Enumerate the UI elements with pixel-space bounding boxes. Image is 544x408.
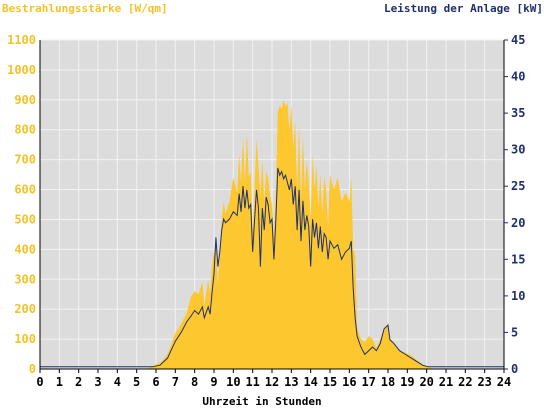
x-tick-label: 17	[361, 375, 375, 389]
x-tick-label: 0	[36, 375, 43, 389]
x-tick-label: 13	[284, 375, 298, 389]
left-tick-label: 300	[14, 272, 36, 286]
x-tick-label: 9	[210, 375, 217, 389]
x-tick-label: 11	[245, 375, 259, 389]
left-tick-label: 900	[14, 93, 36, 107]
x-tick-label: 19	[400, 375, 414, 389]
right-tick-label: 0	[511, 362, 518, 376]
x-tick-label: 20	[419, 375, 433, 389]
right-tick-label: 45	[511, 33, 525, 47]
x-tick-label: 7	[172, 375, 179, 389]
x-tick-label: 2	[75, 375, 82, 389]
x-axis-label: Uhrzeit in Stunden	[202, 395, 321, 408]
irradiance-area	[40, 99, 504, 369]
x-tick-label: 24	[497, 375, 511, 389]
left-axis-title: Bestrahlungsstärke [W/qm]	[2, 2, 168, 15]
right-tick-label: 35	[511, 106, 525, 120]
x-tick-label: 22	[458, 375, 472, 389]
x-tick-label: 16	[342, 375, 356, 389]
x-tick-label: 8	[191, 375, 198, 389]
left-tick-label: 1000	[7, 63, 36, 77]
right-tick-label: 25	[511, 179, 525, 193]
x-tick-label: 3	[94, 375, 101, 389]
x-tick-label: 18	[381, 375, 395, 389]
x-tick-label: 1	[56, 375, 63, 389]
right-tick-label: 10	[511, 289, 525, 303]
x-tick-label: 14	[303, 375, 317, 389]
right-tick-label: 5	[511, 325, 518, 339]
power-line	[40, 167, 504, 368]
x-tick-label: 6	[152, 375, 159, 389]
left-tick-label: 500	[14, 212, 36, 226]
left-axis-ticks: 0 100 200 300 400 500 600 700 800 900 1000 1100	[7, 33, 36, 376]
right-axis-ticks: 0 5 10 15 20 25 30 35 40 45	[504, 33, 525, 376]
x-axis-ticks: 0 1 2 3 4 5 6 7 8 9 10 11 12 13 14 15 16 17 18 19 20 21 22 23 24	[36, 369, 511, 389]
left-tick-label: 600	[14, 183, 36, 197]
left-tick-label: 1100	[7, 33, 36, 47]
x-tick-label: 12	[265, 375, 279, 389]
left-tick-label: 0	[29, 362, 36, 376]
left-tick-label: 200	[14, 302, 36, 316]
right-tick-label: 20	[511, 216, 525, 230]
right-tick-label: 30	[511, 143, 525, 157]
x-tick-label: 4	[114, 375, 121, 389]
right-tick-label: 15	[511, 252, 525, 266]
x-tick-label: 5	[133, 375, 140, 389]
left-tick-label: 400	[14, 242, 36, 256]
left-tick-label: 100	[14, 332, 36, 346]
right-tick-label: 40	[511, 70, 525, 84]
right-axis-title: Leistung der Anlage [kW]	[384, 2, 543, 15]
left-tick-label: 700	[14, 153, 36, 167]
x-tick-label: 23	[477, 375, 491, 389]
x-tick-label: 15	[323, 375, 337, 389]
left-tick-label: 800	[14, 123, 36, 137]
grid	[39, 39, 505, 370]
x-tick-label: 10	[226, 375, 240, 389]
x-tick-label: 21	[439, 375, 453, 389]
